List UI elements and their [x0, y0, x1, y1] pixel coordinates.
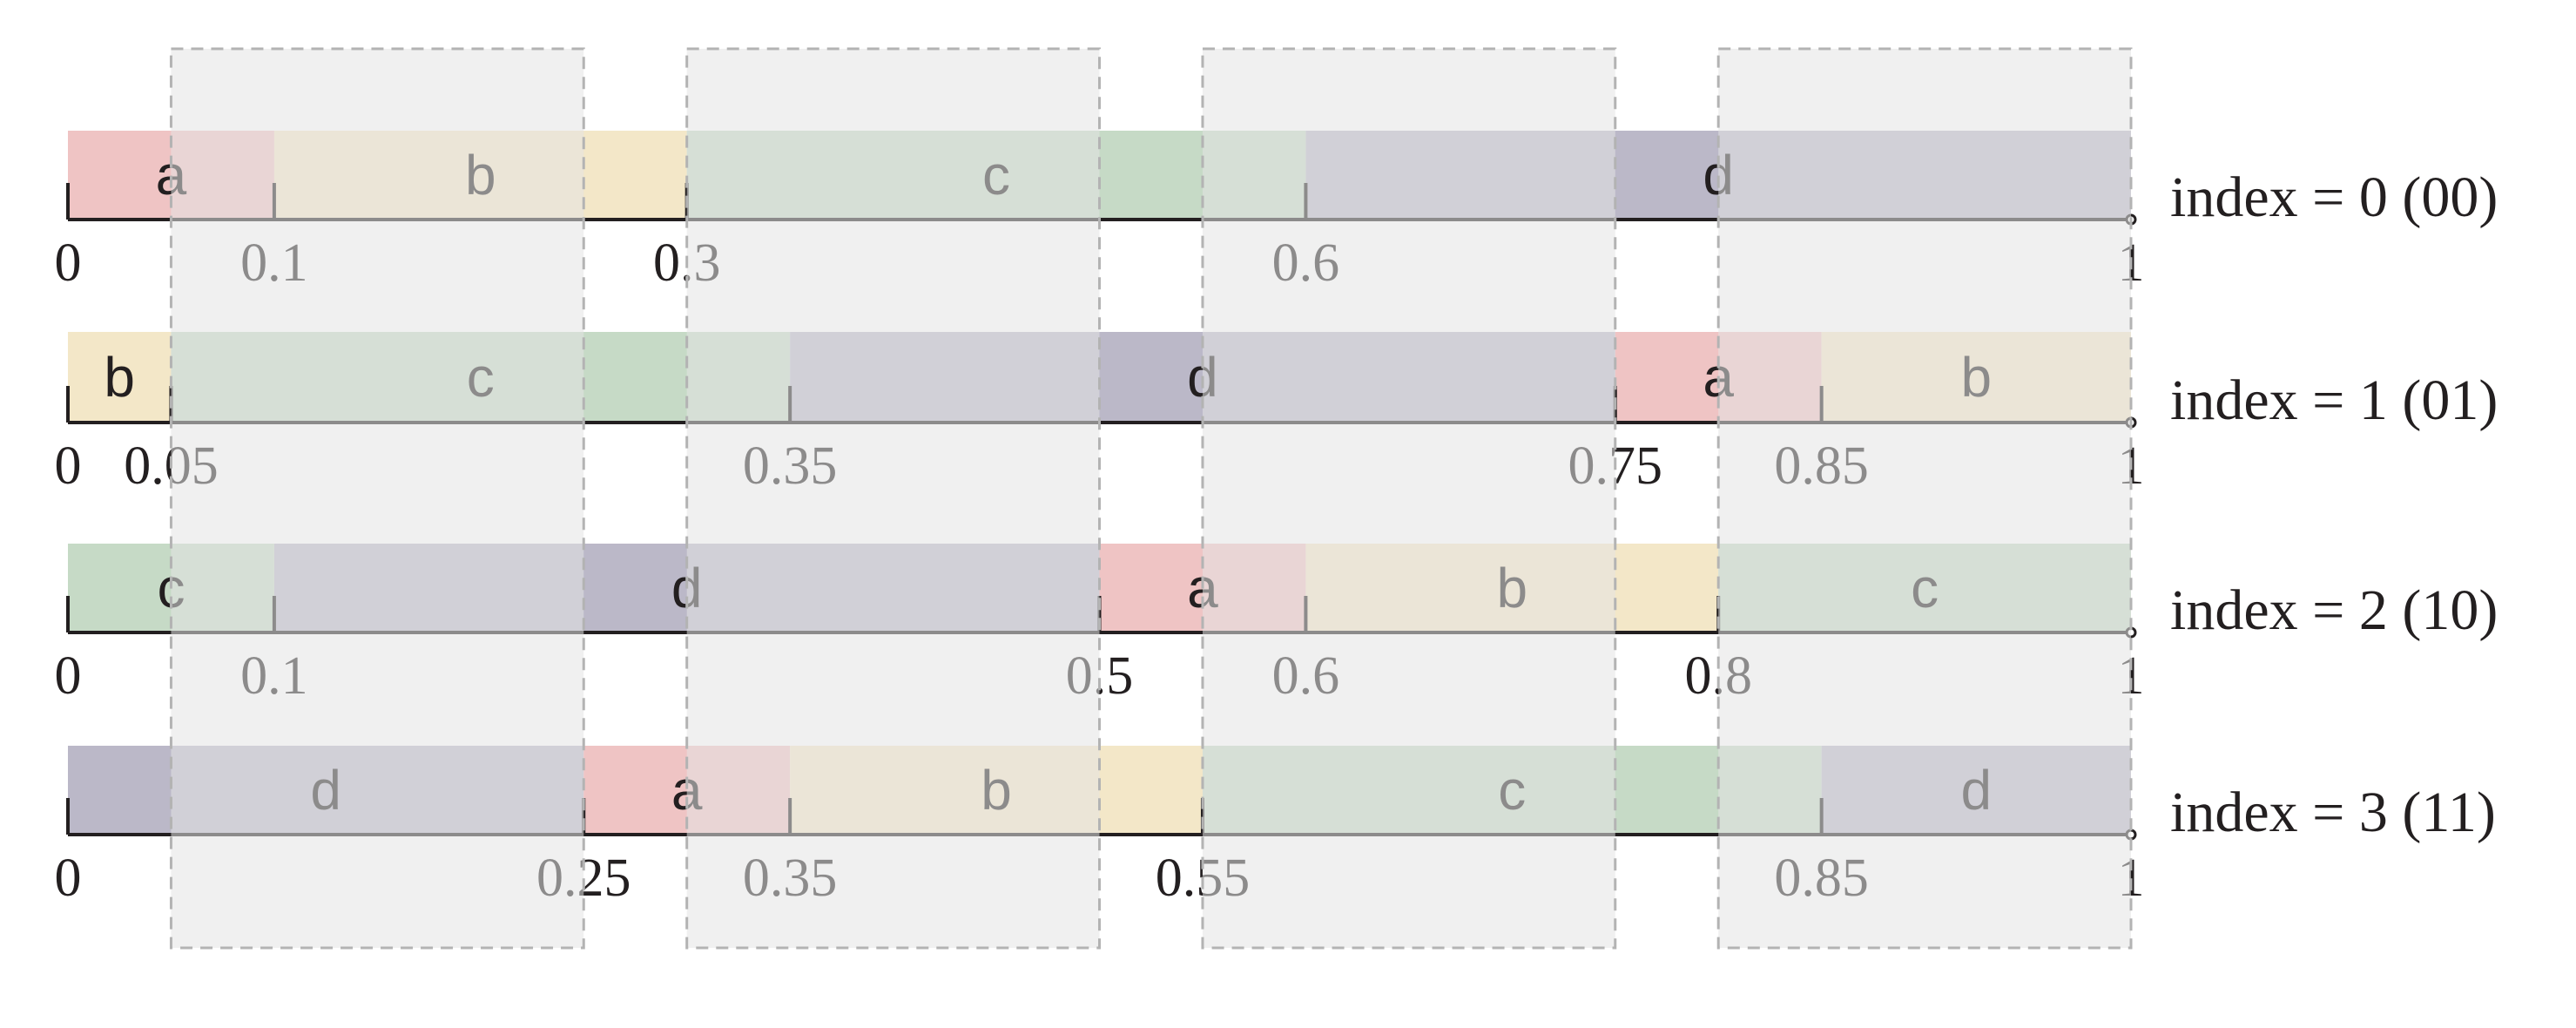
tick-label: 0	[55, 233, 82, 293]
shaded-column	[1201, 47, 1617, 950]
row-index-label: index = 0 (00)	[2170, 166, 2498, 229]
row-index-label: index = 3 (11)	[2170, 781, 2496, 844]
shaded-column	[169, 47, 585, 950]
shaded-column	[685, 47, 1101, 950]
tick-label: 0	[55, 849, 82, 908]
row-index-label: index = 1 (01)	[2170, 369, 2498, 432]
tick-label: 0	[55, 646, 82, 706]
row-index-label: index = 2 (10)	[2170, 578, 2498, 642]
segment-b	[68, 332, 172, 423]
segment-label: b	[104, 346, 135, 409]
shaded-columns	[169, 47, 2133, 950]
shaded-column	[1716, 47, 2133, 950]
tick-label: 0	[55, 436, 82, 496]
